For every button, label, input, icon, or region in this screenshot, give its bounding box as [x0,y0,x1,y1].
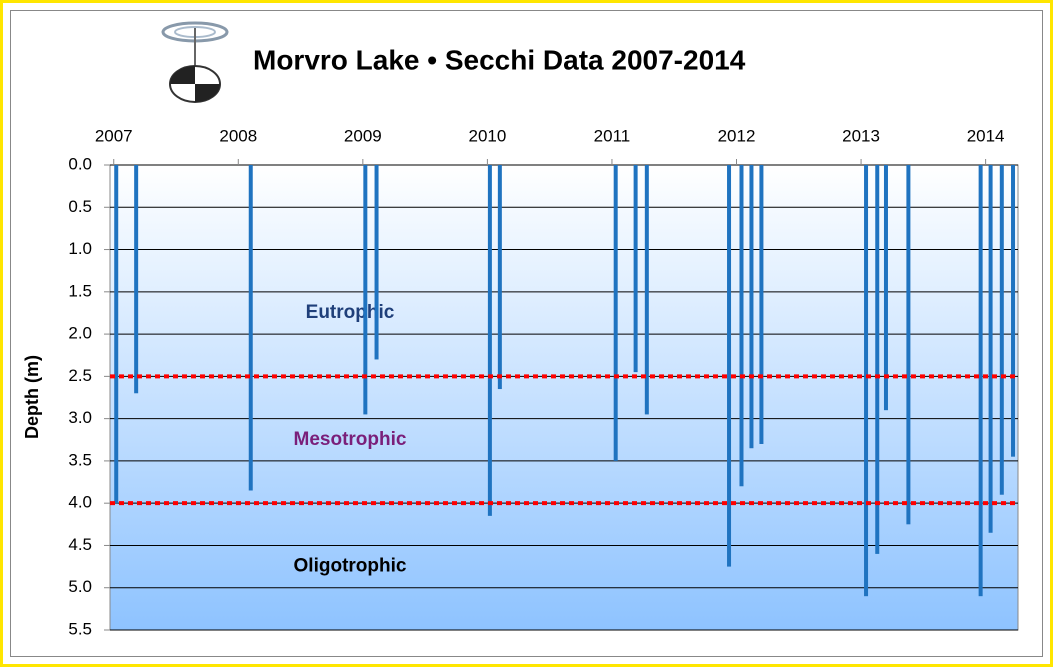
bar [613,165,618,461]
y-tick-label: 1.5 [68,281,92,300]
y-tick-label: 3.0 [68,408,92,427]
x-tick-label: 2012 [718,126,756,145]
zone-label: Oligotrophic [294,556,407,577]
bar [644,165,649,415]
y-tick-label: 5.5 [68,619,92,638]
bar [988,165,993,533]
bar [883,165,888,411]
logo [161,21,229,103]
x-tick-label: 2014 [967,126,1005,145]
bar [248,165,253,491]
bar [633,165,638,373]
bar [978,165,983,597]
zone-label: Eutrophic [306,302,395,323]
y-tick-label: 3.5 [68,450,92,469]
bar [374,165,379,360]
bar [759,165,764,444]
bar [727,165,732,567]
bar [363,165,368,415]
bar [487,165,492,516]
bar [134,165,139,394]
bar [906,165,911,525]
y-tick-label: 2.0 [68,324,92,343]
bar [999,165,1004,495]
x-tick-label: 2011 [594,126,631,145]
y-tick-label: 4.0 [68,493,92,512]
y-tick-label: 4.5 [68,535,92,554]
zone-label: Mesotrophic [294,429,407,450]
bar [864,165,869,597]
x-tick-label: 2010 [468,126,506,145]
y-tick-label: 0.5 [68,197,92,216]
plot-area [109,164,1019,631]
x-tick-label: 2007 [95,126,133,145]
x-tick-label: 2013 [842,126,880,145]
x-tick-label: 2008 [219,126,257,145]
bar [875,165,880,554]
y-tick-label: 5.0 [68,577,92,596]
y-tick-label: 0.0 [68,154,92,173]
bar [739,165,744,487]
x-tick-label: 2009 [344,126,382,145]
bar [497,165,502,390]
y-tick-label: 1.0 [68,239,92,258]
y-tick-label: 2.5 [68,366,92,385]
bar [114,165,119,504]
bar [749,165,754,449]
bar [1011,165,1016,457]
y-axis-label: Depth (m) [22,355,42,439]
chart-title: Morvro Lake • Secchi Data 2007-2014 [253,44,746,75]
